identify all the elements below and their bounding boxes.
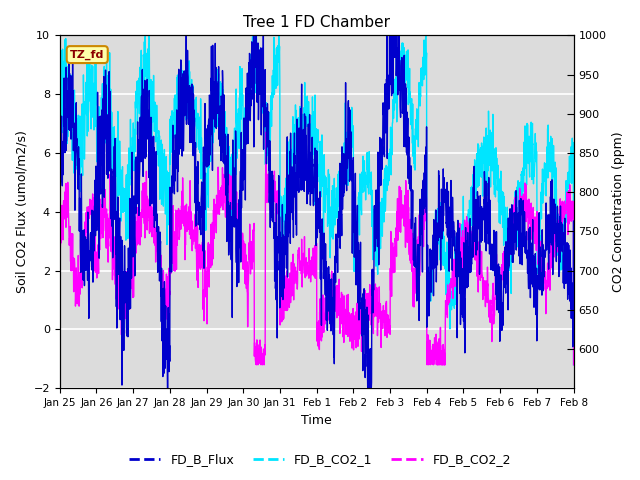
Legend: FD_B_Flux, FD_B_CO2_1, FD_B_CO2_2: FD_B_Flux, FD_B_CO2_1, FD_B_CO2_2	[124, 448, 516, 471]
Y-axis label: CO2 Concentration (ppm): CO2 Concentration (ppm)	[612, 132, 625, 292]
X-axis label: Time: Time	[301, 414, 332, 427]
Title: Tree 1 FD Chamber: Tree 1 FD Chamber	[243, 15, 390, 30]
Y-axis label: Soil CO2 Flux (umol/m2/s): Soil CO2 Flux (umol/m2/s)	[15, 131, 28, 293]
Text: TZ_fd: TZ_fd	[70, 49, 104, 60]
